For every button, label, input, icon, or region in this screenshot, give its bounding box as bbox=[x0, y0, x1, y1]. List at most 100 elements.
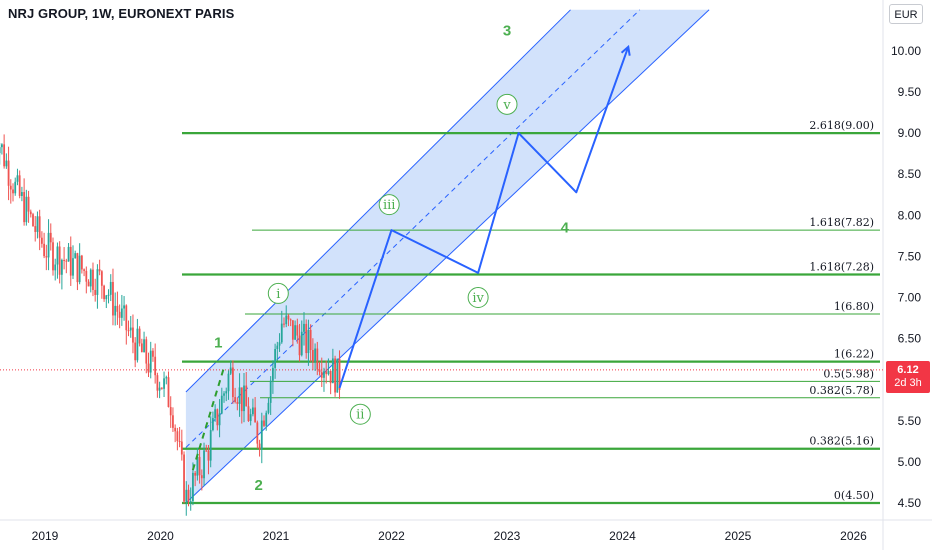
candle-body bbox=[32, 214, 34, 227]
candle-body bbox=[300, 331, 303, 356]
candle-body bbox=[209, 430, 212, 461]
candle-body bbox=[165, 377, 168, 379]
wave-label-major: 1 bbox=[214, 335, 222, 352]
candle-body bbox=[14, 181, 17, 194]
candle-body bbox=[36, 216, 39, 232]
bar-time-left: 2d 3h bbox=[894, 377, 922, 389]
candle-body bbox=[96, 269, 99, 295]
fib-level-label: 0(4.50) bbox=[834, 489, 874, 502]
candle-body bbox=[274, 348, 277, 368]
candle-body bbox=[234, 397, 237, 402]
candle-body bbox=[34, 226, 37, 232]
candle-body bbox=[152, 350, 154, 357]
wave-1-dashed-line bbox=[191, 367, 225, 471]
y-tick-label: 8.50 bbox=[898, 167, 922, 181]
candle-body bbox=[205, 450, 208, 452]
candle-body bbox=[218, 413, 221, 426]
candle-body bbox=[223, 393, 225, 396]
candle-body bbox=[254, 407, 257, 423]
candle-body bbox=[232, 367, 234, 398]
candle-body bbox=[158, 387, 161, 391]
candle-body bbox=[238, 387, 241, 404]
candle-body bbox=[107, 294, 110, 296]
candle-body bbox=[336, 358, 339, 393]
wave-label-circle bbox=[378, 194, 400, 216]
candle-body bbox=[27, 196, 30, 212]
candle-body bbox=[105, 295, 108, 300]
candle-body bbox=[74, 253, 77, 259]
currency-button[interactable]: EUR bbox=[889, 4, 923, 24]
candle-body bbox=[207, 450, 210, 461]
candle-body bbox=[116, 305, 119, 312]
candle-body bbox=[283, 323, 285, 325]
candle-body bbox=[240, 387, 243, 412]
candle-body bbox=[252, 407, 254, 415]
y-tick-label: 5.50 bbox=[898, 414, 922, 428]
candle-body bbox=[58, 246, 61, 275]
candle-body bbox=[129, 327, 132, 331]
wave-label-circle bbox=[267, 282, 289, 304]
candle-body bbox=[98, 269, 101, 272]
candle-body bbox=[89, 269, 92, 287]
candle-body bbox=[12, 189, 14, 194]
candle-body bbox=[60, 259, 63, 275]
candle-body bbox=[334, 358, 336, 393]
candle-body bbox=[291, 320, 294, 340]
candle-body bbox=[167, 377, 170, 408]
candle-body bbox=[243, 385, 245, 412]
candle-body bbox=[21, 192, 23, 196]
candle-body bbox=[23, 192, 26, 223]
candle-body bbox=[200, 475, 203, 479]
fib-level-label: 1.618(7.28) bbox=[809, 260, 874, 273]
candle-body bbox=[76, 253, 79, 283]
candle-body bbox=[172, 415, 174, 428]
candle-body bbox=[29, 211, 32, 215]
candle-body bbox=[316, 348, 319, 370]
y-tick-label: 7.50 bbox=[898, 249, 922, 263]
candle-body bbox=[174, 427, 177, 432]
x-tick-label: 2024 bbox=[609, 529, 636, 543]
candle-body bbox=[140, 343, 143, 353]
candle-body bbox=[87, 281, 90, 287]
candle-body bbox=[180, 441, 183, 455]
candle-body bbox=[311, 349, 314, 362]
candle-body bbox=[138, 328, 141, 344]
wave-label-circle bbox=[349, 403, 371, 425]
candle-body bbox=[192, 472, 194, 502]
candle-body bbox=[125, 305, 128, 331]
candle-body bbox=[132, 327, 134, 343]
candle-body bbox=[187, 489, 190, 502]
candle-body bbox=[92, 269, 94, 290]
candle-body bbox=[134, 342, 137, 361]
wave-label-circle bbox=[496, 93, 518, 115]
last-price-tag: 6.12 2d 3h bbox=[886, 361, 930, 393]
last-price-value: 6.12 bbox=[897, 364, 919, 376]
candle-body bbox=[160, 387, 163, 389]
candle-body bbox=[296, 325, 299, 336]
candle-body bbox=[69, 246, 72, 276]
candle-body bbox=[18, 175, 21, 196]
candle-body bbox=[289, 319, 292, 321]
candle-body bbox=[149, 350, 152, 373]
candle-body bbox=[147, 363, 150, 373]
candle-body bbox=[203, 450, 205, 479]
x-tick-label: 2025 bbox=[725, 529, 752, 543]
candle-body bbox=[327, 370, 330, 375]
candle-body bbox=[85, 270, 88, 282]
candle-body bbox=[196, 456, 199, 476]
candle-body bbox=[43, 243, 46, 257]
candle-body bbox=[47, 232, 50, 258]
candle-body bbox=[331, 358, 334, 384]
candle-body bbox=[236, 401, 239, 404]
candle-body bbox=[280, 323, 283, 343]
candle-body bbox=[45, 256, 48, 258]
candle-body bbox=[225, 391, 228, 394]
candle-body bbox=[52, 242, 54, 271]
candle-body bbox=[83, 269, 85, 271]
candle-body bbox=[16, 175, 19, 182]
candle-body bbox=[178, 441, 181, 443]
y-tick-label: 8.00 bbox=[898, 208, 922, 222]
wave-label-minor: v bbox=[502, 98, 511, 113]
candle-body bbox=[329, 370, 332, 384]
